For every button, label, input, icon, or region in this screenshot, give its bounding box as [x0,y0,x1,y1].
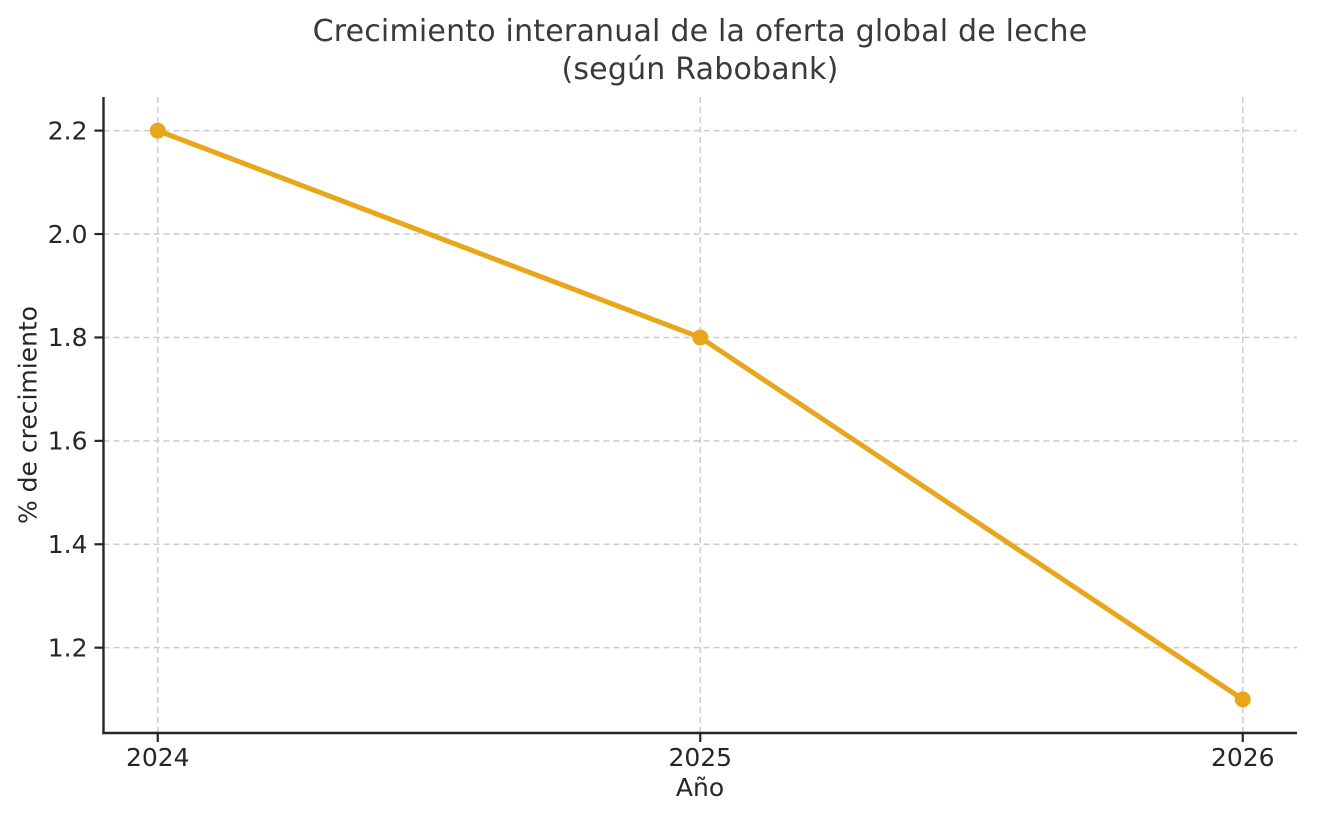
data-point [692,329,709,346]
y-tick-label: 2.2 [48,116,88,145]
x-axis-label: Año [675,773,725,802]
y-tick-label: 1.6 [48,427,88,456]
data-line [155,128,1246,702]
data-point [149,122,166,139]
y-tick-label: 1.2 [48,633,88,662]
y-tick-label: 2.0 [48,220,88,249]
y-tick-label: 1.4 [48,530,88,559]
chart-title-line-1: Crecimiento interanual de la oferta glob… [312,14,1088,49]
x-tick-label: 2024 [126,743,190,772]
y-tick-label: 1.8 [48,323,88,352]
chart-title-line-2: (según Rabobank) [561,52,839,87]
data-point [1234,691,1251,708]
y-axis-label: % de crecimiento [13,305,43,525]
x-tick-label: 2025 [668,743,732,772]
chart-title: Crecimiento interanual de la oferta glob… [103,13,1297,89]
x-tick-label: 2026 [1211,743,1275,772]
